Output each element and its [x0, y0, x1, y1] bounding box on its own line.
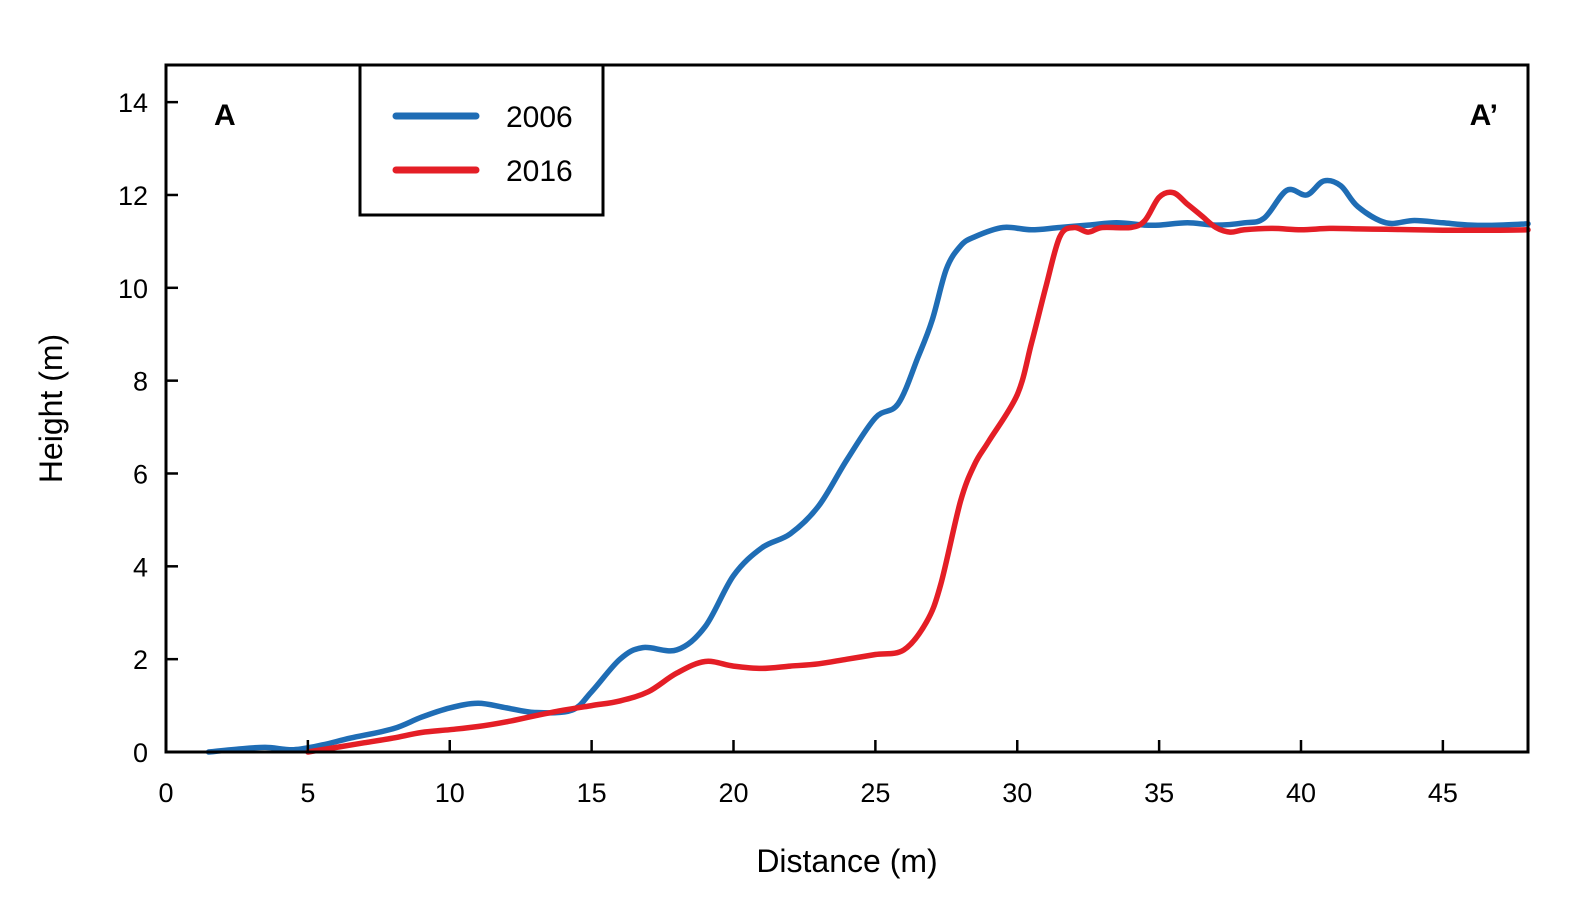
x-tick-label-0: 0 — [158, 778, 173, 808]
y-tick-label-12: 12 — [118, 181, 148, 211]
x-tick-label-30: 30 — [1002, 778, 1032, 808]
x-tick-label-40: 40 — [1286, 778, 1316, 808]
y-tick-label-6: 6 — [133, 459, 148, 489]
y-tick-label-10: 10 — [118, 274, 148, 304]
series-line-2016 — [305, 189, 1531, 755]
legend-box — [358, 63, 605, 217]
y-tick-label-8: 8 — [133, 367, 148, 397]
y-tick-label-14: 14 — [118, 88, 148, 118]
x-tick-label-15: 15 — [577, 778, 607, 808]
section-start-label: A — [214, 99, 236, 132]
x-tick-label-25: 25 — [860, 778, 890, 808]
plot-frame — [164, 63, 1530, 754]
y-axis-title: Height (m) — [33, 334, 69, 483]
series-layer — [205, 177, 1531, 755]
legend: 2006 2016 — [358, 63, 605, 217]
series-line-2006 — [205, 177, 1531, 755]
x-axis-title: Distance (m) — [756, 843, 937, 879]
y-tick-label-0: 0 — [133, 738, 148, 768]
x-tick-label-20: 20 — [718, 778, 748, 808]
x-tick-label-45: 45 — [1428, 778, 1458, 808]
x-tick-label-5: 5 — [300, 778, 315, 808]
x-tick-label-35: 35 — [1144, 778, 1174, 808]
y-tick-label-4: 4 — [133, 552, 148, 582]
legend-label-2006: 2006 — [506, 101, 573, 134]
axis-layer: 0 5 10 15 20 25 30 35 40 45 0 2 4 6 8 10 12 14 — [118, 88, 1458, 808]
legend-label-2016: 2016 — [506, 155, 573, 188]
section-end-label: A’ — [1470, 99, 1498, 132]
x-tick-label-10: 10 — [435, 778, 465, 808]
y-tick-label-2: 2 — [133, 645, 148, 675]
